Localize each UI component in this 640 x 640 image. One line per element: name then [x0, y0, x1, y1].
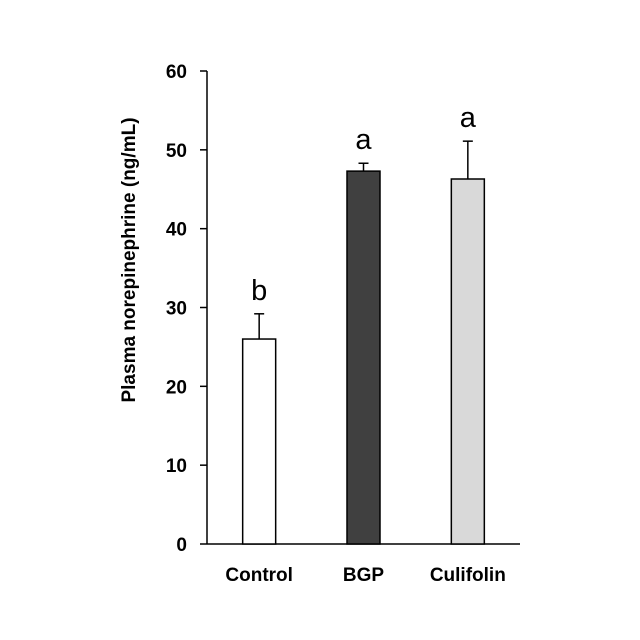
bar-bgp	[347, 171, 380, 544]
y-tick-label: 10	[166, 456, 187, 477]
bar-culifolin	[451, 179, 484, 544]
bars	[243, 141, 485, 544]
significance-letter: b	[251, 275, 267, 307]
x-tick-label: BGP	[343, 565, 385, 586]
bar-control	[243, 339, 276, 544]
y-tick-label: 20	[166, 377, 187, 398]
significance-letter: a	[460, 102, 477, 134]
x-tick-label: Control	[225, 565, 293, 586]
y-tick-label: 30	[166, 299, 187, 320]
significance-letter: a	[355, 124, 372, 156]
y-tick-label: 50	[166, 141, 187, 162]
y-axis-title: Plasma norepinephrine (ng/mL)	[119, 117, 140, 402]
x-tick-label: Culifolin	[430, 565, 506, 586]
y-tick-label: 60	[166, 62, 187, 83]
y-tick-label: 0	[176, 535, 187, 556]
y-tick-label: 40	[166, 220, 187, 241]
